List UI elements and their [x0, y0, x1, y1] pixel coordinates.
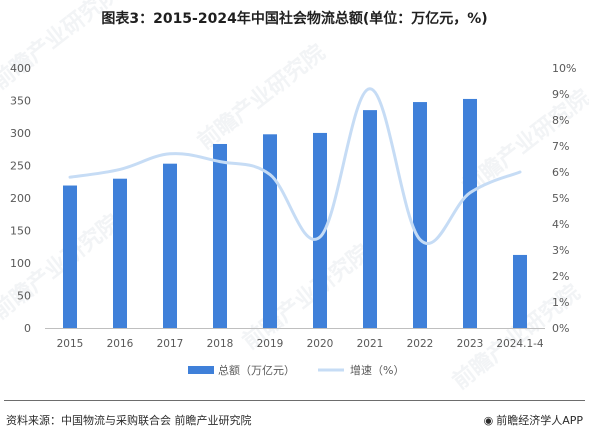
- bar-series: [63, 98, 527, 329]
- chart-title: 图表3：2015-2024年中国社会物流总额(单位：万亿元，%): [101, 11, 488, 27]
- bar: [213, 143, 227, 328]
- y-left-tick-label: 200: [10, 192, 31, 205]
- y-left-tick-label: 100: [10, 257, 31, 270]
- growth-line: [68, 87, 522, 245]
- y-left-tick-label: 150: [10, 225, 31, 238]
- legend-label-line: 增速（%）: [350, 363, 404, 377]
- x-tick-label: 2022: [407, 338, 434, 350]
- y-right-tick-label: 4%: [552, 218, 569, 231]
- legend-swatch-bar: [188, 366, 214, 374]
- x-tick-label: 2019: [257, 338, 284, 350]
- y-left-tick-label: 50: [17, 290, 31, 303]
- brand-label: 前瞻经济学人APP: [496, 414, 583, 427]
- y-left-tick-label: 0: [24, 322, 31, 335]
- watermark-text: 前瞻产业研究院: [0, 0, 125, 95]
- bar: [313, 132, 327, 328]
- x-tick-label: 2024.1-4: [496, 338, 544, 350]
- x-tick-label: 2015: [57, 338, 84, 350]
- bar: [113, 178, 127, 328]
- watermark-text: 前瞻产业研究院: [193, 39, 330, 154]
- y-right-tick-label: 0%: [552, 322, 569, 335]
- brand: ◉ 前瞻经济学人APP: [484, 412, 583, 428]
- footer-divider: [4, 400, 585, 401]
- x-tick-label: 2018: [207, 338, 234, 350]
- y-left-tick-label: 300: [10, 127, 31, 140]
- y-left-tick-label: 400: [10, 62, 31, 75]
- y-right-tick-label: 6%: [552, 166, 569, 179]
- y-left-tick-label: 250: [10, 160, 31, 173]
- y-right-tick-label: 7%: [552, 140, 569, 153]
- legend-label-bar: 总额（万亿元）: [218, 363, 295, 377]
- bar: [463, 98, 477, 328]
- bar: [63, 185, 77, 328]
- bar: [413, 102, 427, 328]
- x-tick-label: 2023: [457, 338, 484, 350]
- y-right-tick-label: 2%: [552, 270, 569, 283]
- axes: 0 50 100 150 200 250 300 350 400 0% 1% 2% 3% 4% 5% 6% 7%…: [10, 62, 576, 350]
- x-tick-label: 2016: [107, 338, 134, 350]
- line-series: [68, 87, 522, 245]
- x-tick-label: 2017: [157, 338, 184, 350]
- y-right-tick-label: 5%: [552, 192, 569, 205]
- chart: 前瞻产业研究院 前瞻产业研究院 前瞻产业研究院 前瞻产业研究院 前瞻产业研究院 …: [0, 0, 589, 395]
- watermark: 前瞻产业研究院 前瞻产业研究院 前瞻产业研究院 前瞻产业研究院 前瞻产业研究院 …: [0, 0, 589, 395]
- bar: [363, 110, 377, 329]
- bar: [163, 163, 177, 328]
- bar: [263, 134, 277, 328]
- y-left-tick-label: 350: [10, 95, 31, 108]
- legend: 总额（万亿元） 增速（%）: [188, 363, 404, 377]
- y-right-tick-label: 8%: [552, 114, 569, 127]
- y-right-tick-label: 3%: [552, 244, 569, 257]
- source-note: 资料来源：中国物流与采购联合会 前瞻产业研究院: [6, 414, 252, 427]
- footer: 资料来源：中国物流与采购联合会 前瞻产业研究院 ◉ 前瞻经济学人APP: [0, 400, 589, 439]
- x-tick-label: 2021: [357, 338, 384, 350]
- weibo-icon: ◉: [483, 413, 494, 427]
- x-tick-label: 2020: [307, 338, 334, 350]
- y-right-tick-label: 9%: [552, 88, 569, 101]
- y-right-tick-label: 1%: [552, 296, 569, 309]
- bar: [513, 254, 527, 328]
- y-right-tick-label: 10%: [552, 62, 576, 75]
